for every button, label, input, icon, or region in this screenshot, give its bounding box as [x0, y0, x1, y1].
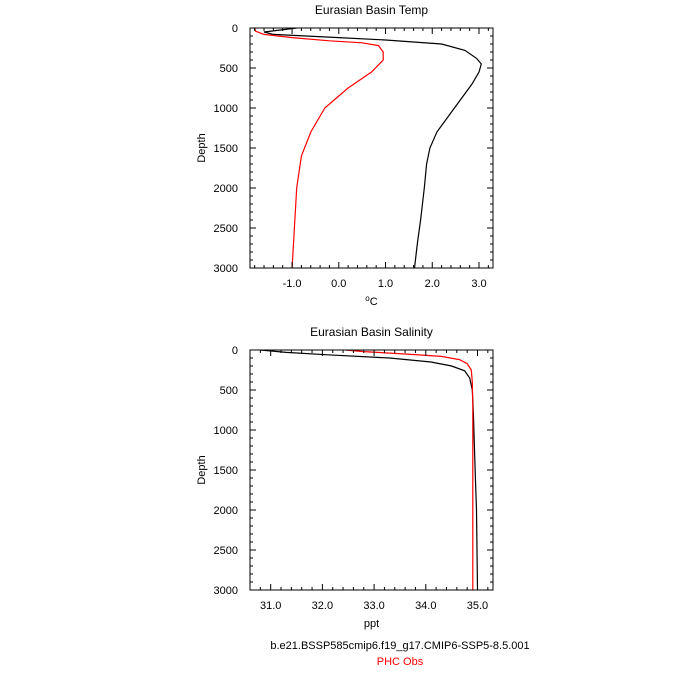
- salinity-plot-frame: [249, 349, 494, 591]
- salinity-y-tick-label: 1500: [214, 465, 238, 477]
- salinity-y-tick-label: 0: [232, 345, 238, 357]
- temp-series-phc-obs-line: [254, 28, 384, 268]
- salinity-x-axis-label: ppt: [364, 618, 379, 630]
- temp-x-axis-label: oC: [365, 294, 377, 308]
- salinity-x-tick-label: 35.0: [467, 600, 488, 612]
- salinity-x-tick-label: 33.0: [363, 600, 384, 612]
- salinity-x-tick-label: 32.0: [312, 600, 333, 612]
- temp-y-tick-label: 1000: [214, 103, 238, 115]
- salinity-chart: Eurasian Basin Salinity 31.0 32.0 33.0 34.0 3…: [196, 325, 494, 630]
- temp-x-axis-label-degree: o: [365, 294, 370, 303]
- salinity-y-tick-label: 1000: [214, 425, 238, 437]
- temp-x-tick-label: 3.0: [471, 278, 486, 290]
- temp-plot-frame: [249, 27, 494, 269]
- salinity-y-tick-label: 500: [220, 385, 238, 397]
- temp-chart-title: Eurasian Basin Temp: [315, 3, 429, 17]
- salinity-x-tick-label: 31.0: [260, 600, 281, 612]
- temp-x-axis-label-unit: C: [370, 296, 378, 308]
- temp-chart: Eurasian Basin Temp -1.0 0.0 1.0 2.0 3.0 0 500 1…: [196, 3, 494, 308]
- salinity-chart-title: Eurasian Basin Salinity: [310, 325, 433, 339]
- temp-y-tick-label: 2500: [214, 223, 238, 235]
- temp-y-tick-label: 3000: [214, 263, 238, 275]
- temp-y-axis-label: Depth: [196, 133, 208, 162]
- salinity-y-tick-label: 2000: [214, 505, 238, 517]
- legend-label-model: b.e21.BSSP585cmip6.f19_g17.CMIP6-SSP5-8.…: [270, 640, 530, 652]
- salinity-series-model-line: [260, 350, 479, 590]
- temp-x-tick-label: 1.0: [378, 278, 393, 290]
- legend-label-phc-obs: PHC Obs: [376, 656, 424, 668]
- temp-x-tick-label: 0.0: [331, 278, 346, 290]
- temp-y-tick-label: 1500: [214, 143, 238, 155]
- legend-entry-model: b.e21.BSSP585cmip6.f19_g17.CMIP6-SSP5-8.…: [50, 640, 700, 652]
- salinity-y-tick-label: 3000: [214, 585, 238, 597]
- temp-y-tick-label: 2000: [214, 183, 238, 195]
- temp-y-tick-label: 500: [220, 63, 238, 75]
- legend-entry-phc-obs: PHC Obs: [50, 656, 700, 668]
- salinity-y-axis-label: Depth: [196, 455, 208, 484]
- temp-series-model-line: [263, 28, 482, 268]
- salinity-x-tick-label: 34.0: [415, 600, 436, 612]
- temp-x-tick-label: -1.0: [283, 278, 302, 290]
- temp-x-tick-label: 2.0: [425, 278, 440, 290]
- salinity-y-tick-label: 2500: [214, 545, 238, 557]
- temp-y-tick-label: 0: [232, 23, 238, 35]
- salinity-series-phc-obs-line: [345, 350, 474, 590]
